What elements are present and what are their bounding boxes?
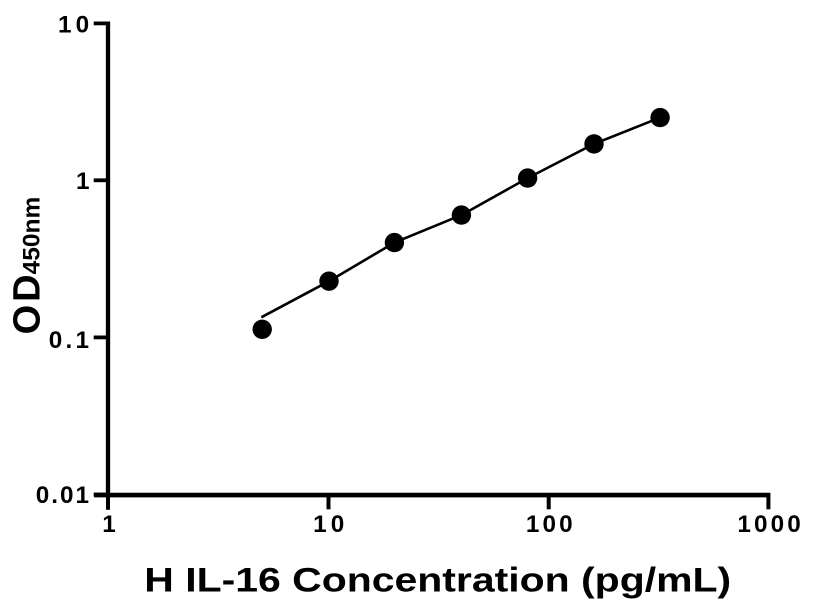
svg-text:1: 1: [102, 511, 116, 538]
svg-text:10: 10: [313, 511, 348, 538]
svg-text:OD450nm: OD450nm: [7, 197, 49, 335]
svg-text:10: 10: [58, 11, 93, 38]
svg-text:1: 1: [76, 168, 90, 195]
svg-text:H IL-16 Concentration (pg/mL): H IL-16 Concentration (pg/mL): [144, 561, 731, 599]
svg-text:0.01: 0.01: [36, 482, 91, 509]
svg-text:100: 100: [526, 511, 576, 538]
svg-text:1000: 1000: [737, 511, 803, 538]
svg-text:0.1: 0.1: [49, 327, 92, 354]
